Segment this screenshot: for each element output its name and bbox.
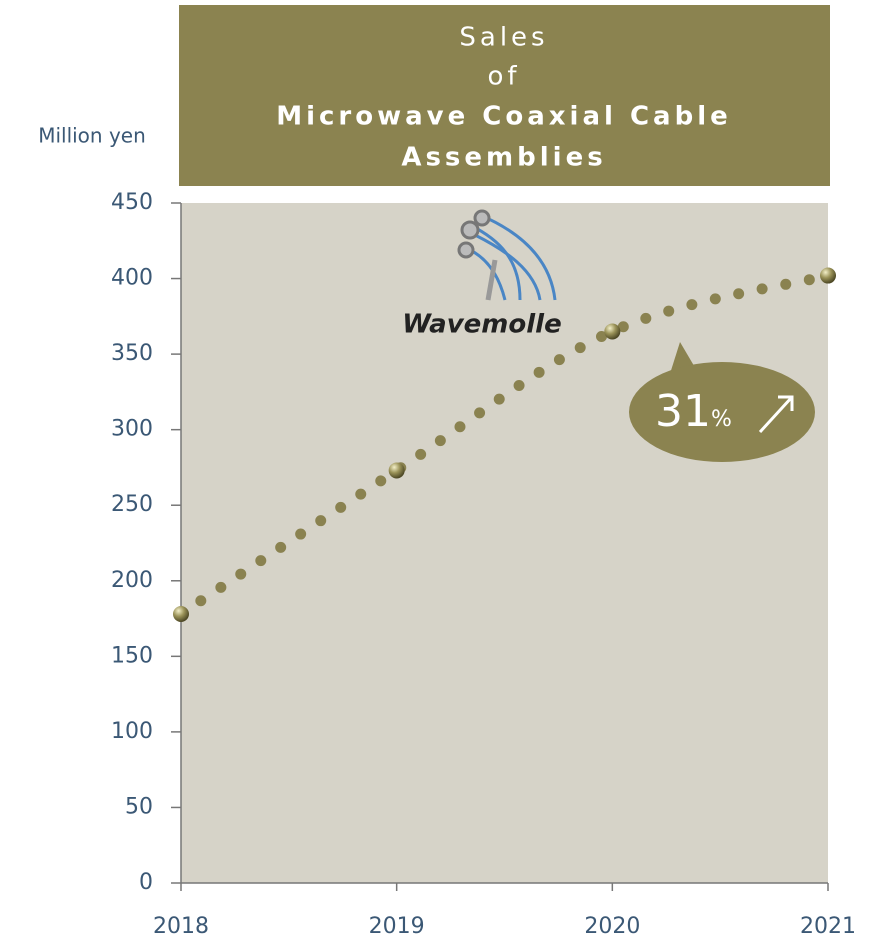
logo-text: Wavemolle bbox=[402, 310, 561, 340]
y-tick-label: 200 bbox=[111, 568, 153, 593]
chart-title: Sales bbox=[459, 23, 548, 53]
data-point bbox=[388, 462, 405, 479]
y-axis-label: Million yen bbox=[38, 124, 146, 148]
callout bbox=[629, 362, 815, 462]
x-tick-label: 2018 bbox=[153, 914, 209, 939]
y-tick-label: 0 bbox=[139, 870, 153, 895]
y-tick-label: 100 bbox=[111, 719, 153, 744]
y-tick-label: 50 bbox=[125, 794, 153, 819]
chart-title: of bbox=[487, 62, 520, 92]
annotation: 31% bbox=[655, 386, 732, 437]
arrow-icon bbox=[758, 395, 794, 434]
plot-area bbox=[181, 203, 828, 883]
chart-title: Microwave Coaxial Cable bbox=[276, 102, 732, 132]
y-tick-label: 150 bbox=[111, 643, 153, 668]
title-box bbox=[179, 5, 830, 186]
chart-title: Assemblies bbox=[401, 143, 606, 173]
data-point bbox=[820, 267, 836, 284]
x-tick-label: 2019 bbox=[369, 914, 425, 939]
y-tick-label: 250 bbox=[111, 492, 153, 517]
x-tick-label: 2020 bbox=[584, 914, 640, 939]
y-tick-label: 400 bbox=[111, 266, 153, 291]
data-point bbox=[173, 606, 189, 623]
x-tick-label: 2021 bbox=[800, 914, 856, 939]
y-tick-label: 450 bbox=[111, 190, 153, 215]
y-tick-label: 350 bbox=[111, 341, 153, 366]
annotation-number: 31 bbox=[655, 386, 711, 437]
logo-icon bbox=[457, 209, 557, 301]
data-point bbox=[604, 323, 621, 340]
annotation-unit: % bbox=[711, 407, 732, 432]
y-tick-label: 300 bbox=[111, 417, 153, 442]
